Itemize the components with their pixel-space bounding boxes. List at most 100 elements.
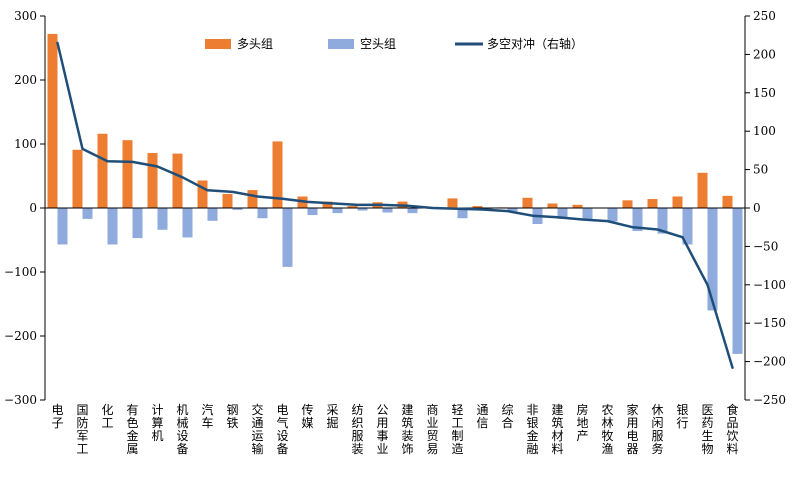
short-bar bbox=[207, 208, 218, 221]
long-bar bbox=[347, 206, 358, 208]
long-bar bbox=[97, 133, 108, 208]
category-label-char: 工 bbox=[451, 416, 463, 430]
long-bar bbox=[47, 33, 58, 208]
category-label-char: 工 bbox=[76, 442, 88, 456]
long-bar bbox=[172, 153, 183, 208]
category-label-char: 非 bbox=[526, 403, 538, 417]
category-label-char: 易 bbox=[426, 442, 438, 456]
category-label-char: 备 bbox=[176, 442, 188, 456]
category-label-char: 电 bbox=[276, 403, 288, 417]
category-label-char: 闲 bbox=[651, 416, 663, 430]
short-bar bbox=[107, 208, 118, 245]
short-bar bbox=[607, 208, 618, 222]
category-label-char: 掘 bbox=[326, 415, 338, 430]
category-label-char: 服 bbox=[351, 429, 363, 443]
category-label: 轻工制造 bbox=[451, 403, 463, 456]
short-bar bbox=[707, 208, 718, 311]
category-label-char: 家 bbox=[626, 402, 638, 417]
short-bar bbox=[582, 208, 593, 221]
category-label: 汽车 bbox=[201, 402, 213, 430]
category-label-char: 休 bbox=[651, 403, 663, 417]
short-bar bbox=[507, 208, 518, 212]
long-bar bbox=[197, 180, 208, 208]
y-right-tick-label: −100 bbox=[753, 278, 786, 292]
category-label-char: 品 bbox=[726, 416, 738, 430]
category-label-char: 军 bbox=[76, 429, 88, 443]
category-label-char: 电 bbox=[51, 403, 63, 417]
y-left-tick-label: −200 bbox=[4, 329, 37, 343]
category-label-char: 综 bbox=[501, 403, 513, 417]
short-bar bbox=[132, 208, 143, 239]
category-label-char: 建 bbox=[401, 403, 413, 417]
category-label-char: 化 bbox=[101, 403, 113, 417]
short-bar bbox=[457, 208, 468, 219]
y-right-tick-label: 150 bbox=[753, 86, 776, 100]
long-bar bbox=[572, 204, 583, 208]
category-label-char: 业 bbox=[376, 442, 388, 456]
category-label-char: 信 bbox=[476, 416, 488, 430]
category-label-char: 务 bbox=[651, 441, 663, 456]
category-label: 化工 bbox=[101, 403, 113, 430]
category-label-char: 融 bbox=[526, 442, 538, 456]
y-right-tick-label: −200 bbox=[753, 355, 786, 369]
y-left-tick-label: 0 bbox=[29, 201, 37, 215]
category-label-char: 装 bbox=[401, 429, 413, 443]
category-label-char: 渔 bbox=[601, 442, 613, 456]
short-bar bbox=[407, 208, 418, 214]
y-left-tick-label: 200 bbox=[14, 73, 37, 87]
y-right-tick-label: 0 bbox=[753, 201, 761, 215]
category-label-char: 设 bbox=[276, 429, 288, 443]
category-label-char: 商 bbox=[426, 402, 438, 417]
category-label-char: 地 bbox=[576, 416, 588, 430]
category-label-char: 产 bbox=[576, 429, 588, 443]
short-bar bbox=[282, 208, 293, 267]
y-right-tick-label: −150 bbox=[753, 316, 786, 330]
category-label: 综合 bbox=[501, 403, 513, 430]
category-label-char: 医 bbox=[701, 403, 713, 417]
category-label-char: 筑 bbox=[551, 415, 563, 430]
category-label: 休闲服务 bbox=[651, 403, 663, 456]
category-label-char: 材 bbox=[551, 429, 563, 443]
category-label-char: 银 bbox=[526, 416, 538, 430]
category-label-char: 电 bbox=[626, 429, 638, 443]
y-right-tick-label: 200 bbox=[753, 47, 776, 61]
category-label: 传媒 bbox=[301, 402, 313, 430]
y-right-tick-label: −250 bbox=[753, 393, 786, 407]
category-label-char: 金 bbox=[526, 428, 538, 443]
category-label-char: 牧 bbox=[601, 429, 613, 443]
category-label-char: 输 bbox=[251, 441, 263, 456]
category-label-char: 生 bbox=[701, 429, 713, 443]
short-bar bbox=[332, 208, 343, 214]
category-label-char: 用 bbox=[626, 416, 638, 430]
category-label-char: 采 bbox=[326, 403, 338, 417]
category-label: 农林牧渔 bbox=[601, 403, 613, 456]
y-left-tick-label: −100 bbox=[4, 265, 37, 279]
category-label-char: 钢 bbox=[226, 403, 238, 417]
category-label-char: 传 bbox=[301, 402, 313, 417]
category-label-char: 装 bbox=[351, 442, 363, 456]
category-label-char: 金 bbox=[126, 428, 138, 443]
category-label-char: 车 bbox=[201, 415, 213, 430]
category-label-char: 料 bbox=[726, 442, 738, 456]
category-label-char: 子 bbox=[51, 416, 63, 430]
category-label-char: 纺 bbox=[351, 403, 363, 417]
short-bar bbox=[657, 208, 668, 234]
category-label: 银行 bbox=[676, 403, 688, 430]
long-bar bbox=[522, 197, 533, 208]
long-bar bbox=[147, 152, 158, 208]
short-bar bbox=[682, 208, 693, 245]
legend-label: 多空对冲（右轴） bbox=[487, 36, 583, 51]
category-label-char: 贸 bbox=[426, 429, 438, 443]
y-left-tick-label: 100 bbox=[14, 137, 37, 151]
category-label: 钢铁 bbox=[226, 403, 238, 430]
category-label-char: 有 bbox=[126, 403, 138, 417]
long-bar bbox=[72, 149, 83, 208]
category-label: 国防军工 bbox=[76, 403, 88, 456]
legend-swatch bbox=[205, 39, 231, 49]
long-bar bbox=[447, 198, 458, 208]
short-bar bbox=[182, 208, 193, 238]
long-bar bbox=[472, 206, 483, 208]
long-bar bbox=[322, 201, 333, 208]
category-label-char: 农 bbox=[601, 403, 613, 417]
